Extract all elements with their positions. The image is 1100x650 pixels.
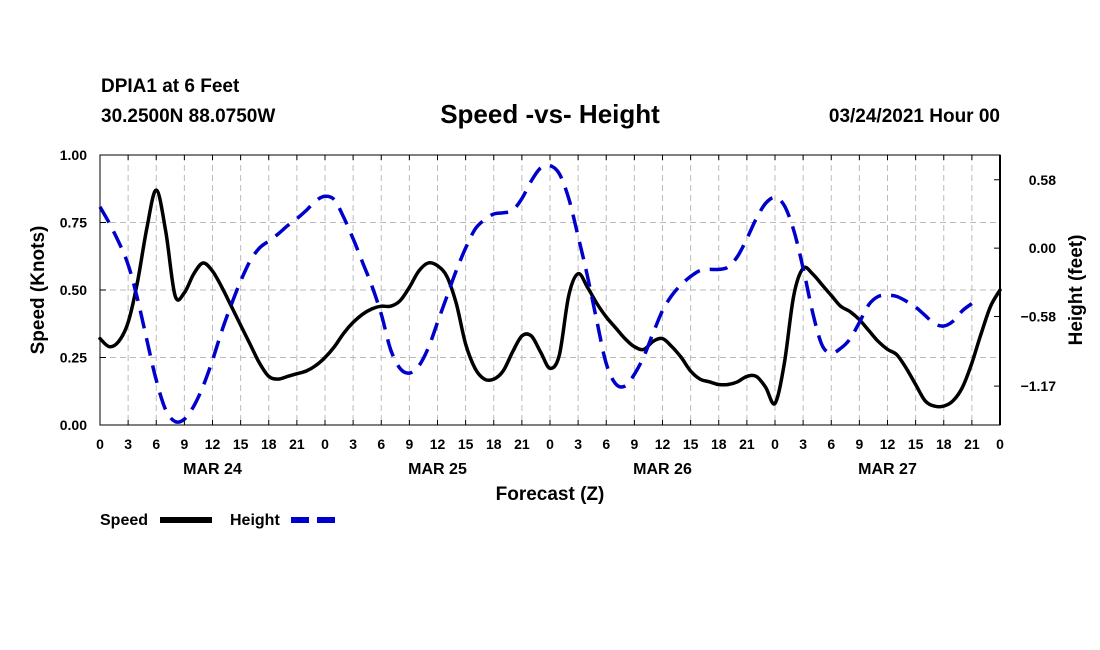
x-tick-label: 0 [96, 436, 104, 452]
x-axis-title: Forecast (Z) [496, 484, 605, 505]
x-tick-label: 21 [964, 436, 980, 452]
y-left-tick-label: 0.75 [60, 215, 87, 231]
forecast-datetime: 03/24/2021 Hour 00 [828, 106, 1000, 127]
legend-label-height: Height [230, 512, 280, 529]
x-tick-label: 15 [233, 436, 249, 452]
x-tick-label: 21 [514, 436, 530, 452]
grid [100, 155, 1000, 425]
y-left-tick-label: 0.50 [60, 282, 87, 298]
chart-title: Speed -vs- Height [440, 99, 660, 129]
x-tick-label: 18 [486, 436, 502, 452]
y-right-axis-title: Height (feet) [1066, 235, 1087, 346]
x-tick-label: 12 [880, 436, 896, 452]
y-right-tick-label: −0.58 [1021, 309, 1057, 325]
x-tick-label: 18 [936, 436, 952, 452]
x-tick-label: 15 [683, 436, 699, 452]
x-tick-label: 0 [996, 436, 1004, 452]
y-left-tick-label: 0.25 [60, 350, 87, 366]
x-tick-label: 3 [799, 436, 807, 452]
x-tick-label: 0 [546, 436, 554, 452]
x-tick-label: 6 [152, 436, 160, 452]
x-tick-label: 21 [289, 436, 305, 452]
x-tick-label: 9 [180, 436, 188, 452]
x-tick-label: 0 [321, 436, 329, 452]
x-tick-label: 0 [771, 436, 779, 452]
x-tick-label: 12 [655, 436, 671, 452]
y-right-tick-label: 0.00 [1029, 240, 1056, 256]
legend: Speed Height [100, 512, 343, 529]
x-day-label: MAR 24 [183, 461, 242, 478]
speed-series-line [98, 188, 1002, 409]
x-tick-label: 3 [574, 436, 582, 452]
axes: 0 3 6 9 12 15 18 21 0 3 6 9 12 15 18 21 0 3 6 9 12 15 18 21 0 3 6 9… [28, 147, 1087, 505]
station-label: DPIA1 at 6 Feet [101, 76, 240, 97]
x-tick-label: 9 [855, 436, 863, 452]
coordinates-label: 30.2500N 88.0750W [101, 106, 276, 127]
x-tick-label: 6 [377, 436, 385, 452]
x-tick-label: 6 [827, 436, 835, 452]
x-tick-label: 3 [349, 436, 357, 452]
x-tick-label: 12 [430, 436, 446, 452]
x-day-label: MAR 25 [408, 461, 467, 478]
y-right-tick-label: 0.58 [1029, 172, 1056, 188]
y-left-tick-label: 0.00 [60, 417, 87, 433]
legend-label-speed: Speed [100, 512, 148, 529]
x-day-label: MAR 27 [858, 461, 917, 478]
y-left-axis-title: Speed (Knots) [28, 226, 49, 355]
x-tick-label: 18 [711, 436, 727, 452]
x-day-label: MAR 26 [633, 461, 692, 478]
y-left-tick-label: 1.00 [60, 147, 87, 163]
x-tick-label: 9 [405, 436, 413, 452]
height-series-line [98, 163, 973, 424]
x-tick-label: 12 [205, 436, 221, 452]
x-tick-label: 9 [630, 436, 638, 452]
x-tick-label: 15 [458, 436, 474, 452]
y-right-tick-label: −1.17 [1021, 378, 1057, 394]
x-tick-label: 3 [124, 436, 132, 452]
x-tick-label: 15 [908, 436, 924, 452]
x-tick-label: 6 [602, 436, 610, 452]
x-tick-label: 21 [739, 436, 755, 452]
series-layer [98, 163, 1002, 424]
x-tick-label: 18 [261, 436, 277, 452]
